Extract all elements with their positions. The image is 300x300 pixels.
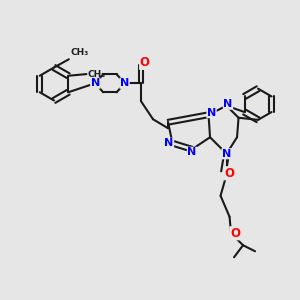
Text: N: N (91, 78, 100, 88)
Text: N: N (188, 147, 197, 157)
Text: O: O (230, 227, 240, 240)
Text: CH₃: CH₃ (88, 70, 106, 79)
Text: N: N (224, 99, 233, 109)
Text: CH₃: CH₃ (70, 48, 88, 57)
Text: N: N (120, 78, 129, 88)
Text: O: O (140, 56, 150, 69)
Text: N: N (222, 149, 231, 159)
Text: N: N (164, 138, 174, 148)
Text: O: O (224, 167, 234, 180)
Text: N: N (207, 108, 216, 118)
